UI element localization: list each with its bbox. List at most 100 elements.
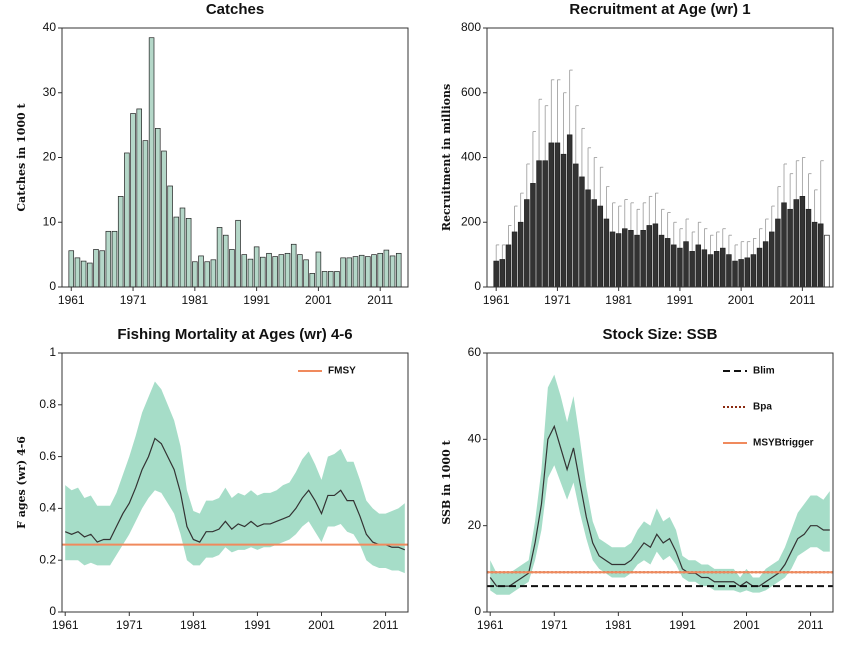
y-tick-label: 10 — [43, 214, 57, 228]
bar — [210, 259, 217, 288]
plot-frame — [61, 352, 409, 613]
y-tick-label: 0 — [49, 279, 56, 293]
y-tick-label: 20 — [468, 518, 482, 532]
legend-label: MSYBtrigger — [753, 438, 814, 449]
y-tick-label: 0.8 — [39, 397, 56, 411]
bar — [309, 273, 315, 288]
bar — [136, 108, 142, 288]
x-tick-label: 1981 — [605, 293, 632, 307]
bar — [167, 185, 173, 288]
x-tick-label: 1991 — [667, 293, 694, 307]
legend-label: Bpa — [753, 402, 772, 413]
bar — [640, 229, 646, 288]
bar — [173, 216, 180, 288]
bar — [720, 247, 726, 288]
bar — [198, 255, 204, 288]
bar — [290, 243, 297, 288]
bar — [93, 249, 99, 288]
y-tick-label: 0.2 — [39, 552, 56, 566]
bar — [658, 234, 665, 288]
bar — [278, 254, 285, 288]
x-tick-label: 1971 — [120, 293, 147, 307]
x-tick-label: 2001 — [305, 293, 332, 307]
bar — [124, 152, 130, 288]
bar — [793, 199, 799, 288]
bar — [365, 256, 371, 288]
panel-title: Catches — [206, 1, 264, 18]
bar — [744, 257, 751, 288]
bar — [229, 249, 235, 288]
bar — [805, 208, 812, 288]
bar — [652, 223, 659, 288]
bar — [389, 255, 396, 288]
bar — [204, 261, 210, 288]
bar — [707, 254, 714, 288]
x-tick-label: 2001 — [733, 618, 760, 632]
bar — [677, 247, 683, 288]
y-tick-label: 1 — [49, 345, 56, 359]
bar — [321, 271, 328, 288]
bar — [334, 271, 340, 288]
bar — [99, 250, 105, 288]
x-tick-label: 1981 — [180, 618, 207, 632]
bar — [634, 234, 640, 288]
bar — [272, 256, 278, 288]
bar — [517, 221, 524, 288]
y-axis-label: Recruitment in millions — [440, 84, 453, 231]
y-tick-label: 400 — [461, 150, 481, 164]
panel-title: Stock Size: SSB — [602, 326, 717, 343]
bar — [579, 176, 585, 288]
x-tick-label: 1971 — [541, 618, 568, 632]
bar — [536, 160, 542, 288]
bar — [646, 225, 653, 288]
y-tick-label: 0.6 — [39, 449, 56, 463]
bar — [597, 205, 604, 288]
bar — [111, 230, 118, 288]
y-tick-label: 20 — [43, 150, 57, 164]
bar — [148, 37, 155, 288]
bar — [566, 134, 573, 288]
bar — [609, 231, 616, 288]
bar — [671, 244, 677, 288]
bar — [775, 218, 781, 288]
bar — [235, 219, 241, 288]
bar — [818, 223, 824, 288]
x-tick-label: 1981 — [605, 618, 632, 632]
x-tick-label: 2001 — [308, 618, 335, 632]
bar — [591, 199, 597, 288]
bar — [80, 260, 87, 288]
y-axis-label: SSB in 1000 t — [440, 439, 453, 524]
bar — [328, 271, 334, 288]
x-tick-label: 1961 — [58, 293, 85, 307]
bar — [493, 260, 499, 288]
y-axis-label: Catches in 1000 t — [15, 102, 28, 211]
y-tick-label: 800 — [461, 20, 481, 34]
bar — [689, 251, 695, 288]
bar — [216, 227, 223, 288]
bar — [603, 218, 610, 288]
bar — [799, 196, 806, 288]
line — [489, 424, 830, 587]
plot-frame — [486, 27, 834, 288]
bar — [524, 199, 530, 288]
x-tick-label: 1971 — [116, 618, 143, 632]
bar — [683, 241, 689, 288]
y-tick-label: 0 — [49, 604, 56, 618]
bar — [68, 250, 75, 288]
bar — [315, 251, 322, 288]
y-tick-label: 0 — [474, 604, 481, 618]
y-axis-label: F ages (wr) 4-6 — [15, 436, 28, 529]
bar — [548, 142, 555, 288]
bar — [585, 189, 591, 288]
bar — [303, 259, 309, 288]
x-tick-label: 1961 — [483, 293, 510, 307]
y-tick-label: 0.4 — [39, 501, 56, 515]
bar — [395, 252, 402, 288]
bar — [713, 251, 720, 288]
y-tick-label: 0 — [474, 279, 481, 293]
bar — [530, 183, 536, 288]
y-tick-label: 60 — [468, 345, 482, 359]
panel-title: Recruitment at Age (wr) 1 — [569, 1, 750, 18]
y-tick-label: 40 — [468, 432, 482, 446]
